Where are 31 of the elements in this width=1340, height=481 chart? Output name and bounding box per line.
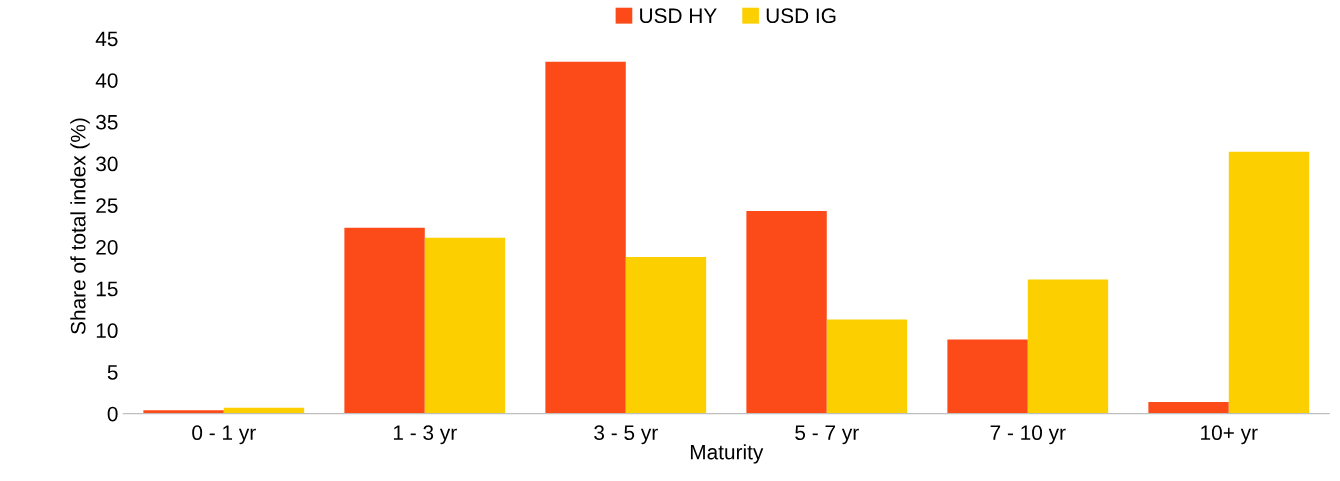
y-tick-label: 25	[96, 198, 118, 213]
y-tick-label: 30	[96, 156, 118, 172]
x-axis-title: Maturity	[690, 444, 764, 464]
y-tick-label: 15	[96, 281, 118, 297]
x-tick-label: 10+ yr	[1201, 425, 1258, 445]
y-axis-title: Share of total index (%)	[70, 118, 90, 334]
y-tick-label: 40	[95, 73, 118, 88]
bar	[625, 256, 707, 414]
legend-label: USD IG	[766, 8, 836, 24]
x-tick-label: 0 - 1 yr	[192, 425, 256, 445]
y-tick-label: 10	[96, 323, 118, 339]
bar	[545, 61, 626, 414]
x-tick-label: 5 - 7 yr	[795, 425, 859, 445]
x-tick-label: 3 - 5 yr	[594, 425, 658, 445]
x-tick-label: 1 - 3 yr	[393, 425, 457, 445]
y-tick-label: 45	[95, 31, 118, 47]
bar	[1148, 401, 1229, 414]
y-tick-label: 20	[96, 239, 118, 255]
x-tick-label: 7 - 10 yr	[990, 425, 1066, 445]
bar	[1027, 279, 1109, 414]
bar	[143, 410, 224, 414]
y-tick-label: 35	[96, 114, 118, 130]
bar	[947, 339, 1028, 414]
bar	[344, 227, 425, 414]
bar	[424, 237, 506, 414]
y-tick-label: 5	[107, 365, 118, 380]
y-tick-label: 0	[107, 406, 118, 422]
bar	[1228, 151, 1310, 414]
bar	[826, 319, 908, 414]
bar	[746, 211, 827, 414]
legend-label: USD HY	[640, 8, 717, 24]
